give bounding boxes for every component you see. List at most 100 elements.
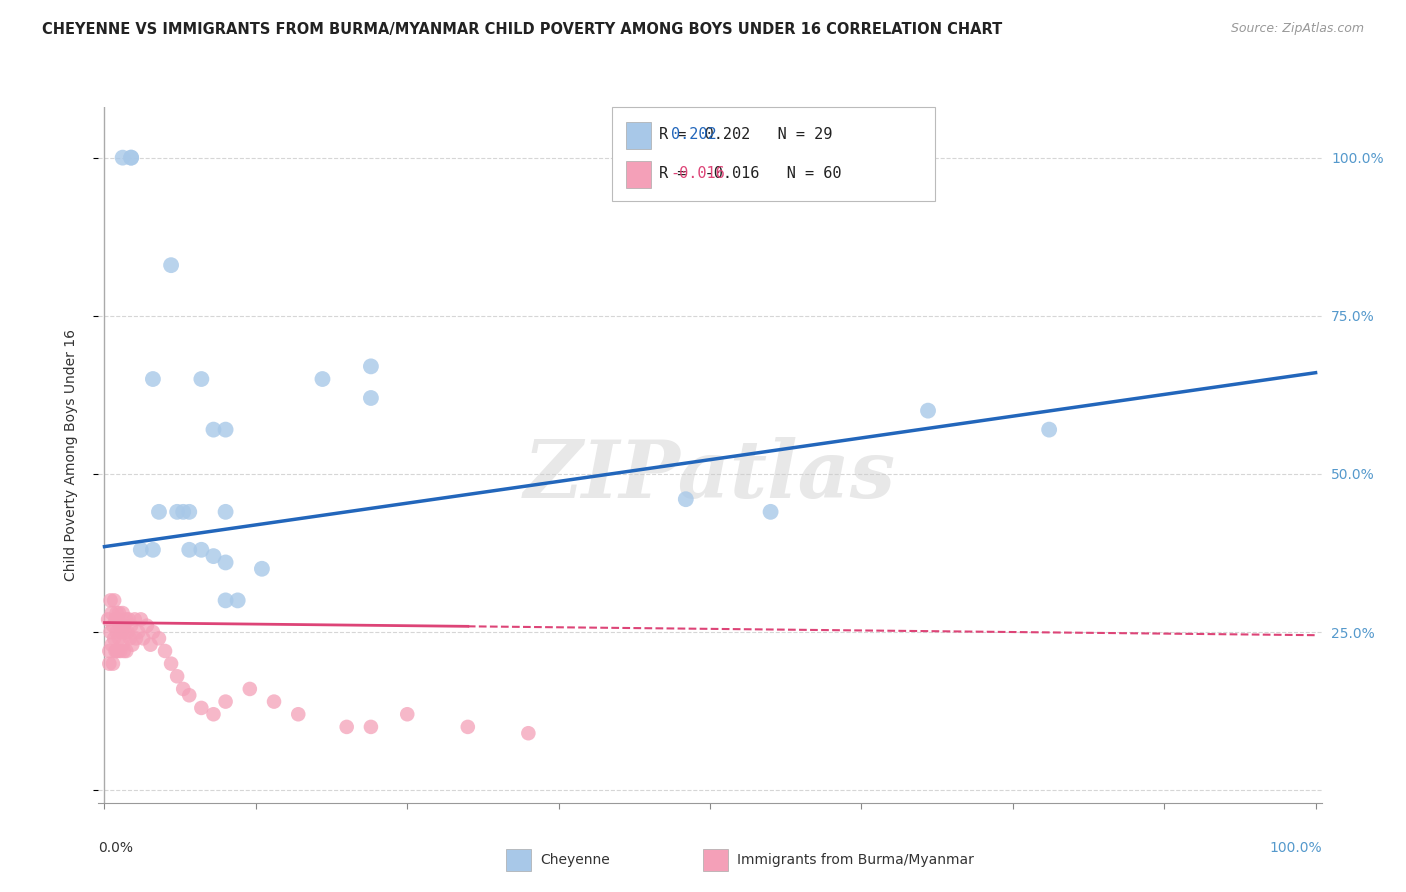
- Text: CHEYENNE VS IMMIGRANTS FROM BURMA/MYANMAR CHILD POVERTY AMONG BOYS UNDER 16 CORR: CHEYENNE VS IMMIGRANTS FROM BURMA/MYANMA…: [42, 22, 1002, 37]
- Point: [120, 151, 142, 165]
- Point: [98, 644, 121, 658]
- Point: [214, 695, 236, 709]
- Point: [120, 618, 142, 632]
- Point: [172, 505, 194, 519]
- Point: [121, 638, 143, 652]
- Text: 100.0%: 100.0%: [1270, 841, 1322, 855]
- Point: [104, 644, 127, 658]
- Point: [190, 372, 212, 386]
- Point: [360, 391, 382, 405]
- Point: [111, 638, 134, 652]
- Point: [139, 638, 162, 652]
- Point: [104, 612, 127, 626]
- Point: [110, 644, 132, 658]
- Point: [457, 720, 479, 734]
- Point: [336, 720, 359, 734]
- Point: [111, 151, 134, 165]
- Point: [115, 612, 138, 626]
- Point: [311, 372, 333, 386]
- Point: [108, 606, 131, 620]
- Point: [129, 542, 152, 557]
- Text: Cheyenne: Cheyenne: [540, 853, 610, 867]
- Y-axis label: Child Poverty Among Boys Under 16: Child Poverty Among Boys Under 16: [63, 329, 77, 581]
- Point: [103, 632, 125, 646]
- Point: [111, 606, 134, 620]
- Point: [287, 707, 309, 722]
- Point: [517, 726, 540, 740]
- Point: [160, 258, 183, 272]
- Text: Source: ZipAtlas.com: Source: ZipAtlas.com: [1230, 22, 1364, 36]
- Point: [179, 688, 201, 702]
- Point: [214, 505, 236, 519]
- Point: [360, 720, 382, 734]
- Point: [214, 556, 236, 570]
- Point: [105, 625, 128, 640]
- Point: [114, 625, 136, 640]
- Point: [120, 151, 142, 165]
- Point: [179, 505, 201, 519]
- Point: [153, 644, 176, 658]
- Point: [396, 707, 419, 722]
- Point: [226, 593, 249, 607]
- Point: [110, 625, 132, 640]
- Point: [107, 644, 129, 658]
- Point: [214, 423, 236, 437]
- Point: [115, 644, 138, 658]
- Point: [124, 612, 146, 626]
- Point: [97, 612, 120, 626]
- Point: [759, 505, 782, 519]
- Point: [101, 657, 124, 671]
- Text: 0.202: 0.202: [671, 128, 716, 142]
- Point: [142, 625, 165, 640]
- Point: [1038, 423, 1060, 437]
- Point: [101, 618, 124, 632]
- Text: R =  0.202   N = 29: R = 0.202 N = 29: [659, 128, 832, 142]
- Point: [250, 562, 273, 576]
- Point: [202, 423, 225, 437]
- Point: [148, 632, 170, 646]
- Point: [675, 492, 697, 507]
- Point: [118, 612, 141, 626]
- Point: [103, 593, 125, 607]
- Point: [166, 505, 188, 519]
- Point: [172, 681, 194, 696]
- Point: [190, 542, 212, 557]
- Point: [160, 657, 183, 671]
- Point: [129, 612, 152, 626]
- Point: [239, 681, 262, 696]
- Text: R =  -0.016   N = 60: R = -0.016 N = 60: [659, 167, 842, 181]
- Point: [125, 632, 148, 646]
- Point: [100, 625, 122, 640]
- Point: [202, 549, 225, 563]
- Point: [108, 632, 131, 646]
- Point: [112, 618, 135, 632]
- Point: [202, 707, 225, 722]
- Point: [105, 644, 128, 658]
- Point: [98, 657, 121, 671]
- Point: [127, 625, 149, 640]
- Point: [148, 505, 170, 519]
- Point: [190, 701, 212, 715]
- Text: Immigrants from Burma/Myanmar: Immigrants from Burma/Myanmar: [737, 853, 973, 867]
- Point: [110, 618, 132, 632]
- Point: [118, 632, 141, 646]
- Point: [142, 542, 165, 557]
- Point: [100, 638, 122, 652]
- Point: [142, 372, 165, 386]
- Point: [117, 625, 139, 640]
- Point: [132, 632, 155, 646]
- Point: [112, 644, 135, 658]
- Text: ZIPatlas: ZIPatlas: [524, 437, 896, 515]
- Point: [179, 542, 201, 557]
- Point: [263, 695, 285, 709]
- Point: [360, 359, 382, 374]
- Point: [917, 403, 939, 417]
- Point: [100, 606, 122, 620]
- Point: [135, 618, 157, 632]
- Point: [107, 612, 129, 626]
- Text: 0.0%: 0.0%: [98, 841, 134, 855]
- Point: [100, 593, 122, 607]
- Point: [166, 669, 188, 683]
- Point: [214, 593, 236, 607]
- Point: [105, 606, 128, 620]
